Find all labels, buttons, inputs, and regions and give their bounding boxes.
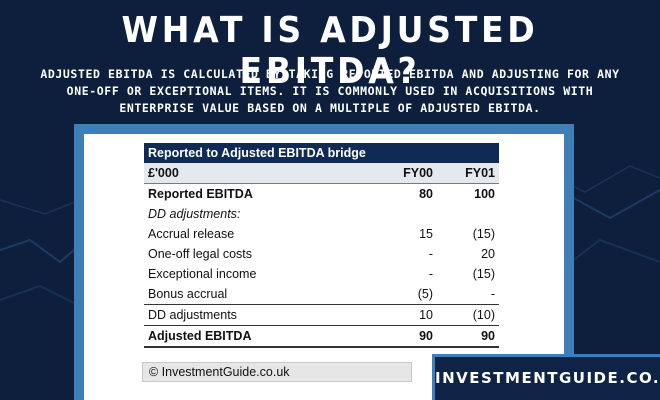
table-row: DD adjustments 10 (10) xyxy=(144,304,499,326)
row-fy01: (15) xyxy=(472,227,495,241)
row-fy01: - xyxy=(490,287,495,301)
row-fy01 xyxy=(437,204,499,224)
row-fy01: 20 xyxy=(481,247,495,261)
row-fy01: (10) xyxy=(437,304,499,326)
column-header-fy01: FY01 xyxy=(437,163,499,184)
table-row-total: Adjusted EBITDA 90 90 xyxy=(144,325,499,348)
row-fy00: - xyxy=(428,267,433,281)
table-row: Exceptional income - (15) xyxy=(144,264,499,284)
table-row: Bonus accrual (5) - xyxy=(144,284,499,305)
row-fy00: 10 xyxy=(375,304,437,326)
table-header: Reported to Adjusted EBITDA bridge xyxy=(144,143,499,163)
ebitda-bridge-table: Reported to Adjusted EBITDA bridge £'000… xyxy=(144,143,499,348)
row-label: Exceptional income xyxy=(148,267,257,281)
row-fy00: 80 xyxy=(419,187,433,201)
row-fy00: 15 xyxy=(419,227,433,241)
brand-name: INVESTMENTGUIDE.CO.UK xyxy=(435,369,660,387)
row-fy01: (15) xyxy=(472,267,495,281)
column-header-fy00: FY00 xyxy=(375,163,437,184)
column-header-unit: £'000 xyxy=(144,163,375,184)
row-label: DD adjustments xyxy=(144,304,375,326)
row-label: Adjusted EBITDA xyxy=(144,325,375,348)
page-subtitle: ADJUSTED EBITDA IS CALCULATED BY TAKING … xyxy=(40,67,620,115)
row-label: DD adjustments: xyxy=(148,207,241,221)
row-label: Reported EBITDA xyxy=(148,187,253,201)
copyright-notice: © InvestmentGuide.co.uk xyxy=(142,362,412,382)
row-fy01: 90 xyxy=(437,325,499,348)
table-row: One-off legal costs - 20 xyxy=(144,244,499,264)
row-fy00: (5) xyxy=(417,287,433,301)
table-header-row: Reported to Adjusted EBITDA bridge xyxy=(144,143,499,163)
table-row: Accrual release 15 (15) xyxy=(144,224,499,244)
row-fy00: - xyxy=(428,247,433,261)
row-fy00 xyxy=(375,204,437,224)
row-fy01: 100 xyxy=(474,187,495,201)
brand-banner: INVESTMENTGUIDE.CO.UK xyxy=(432,354,660,400)
row-label: One-off legal costs xyxy=(148,247,252,261)
page-title: WHAT IS ADJUSTED EBITDA? xyxy=(121,10,539,92)
column-header-row: £'000 FY00 FY01 xyxy=(144,163,499,184)
row-label: Bonus accrual xyxy=(148,287,228,301)
table-row: Reported EBITDA 80 100 xyxy=(144,184,499,205)
table-row: DD adjustments: xyxy=(144,204,499,224)
row-fy00: 90 xyxy=(375,325,437,348)
row-label: Accrual release xyxy=(148,227,235,241)
